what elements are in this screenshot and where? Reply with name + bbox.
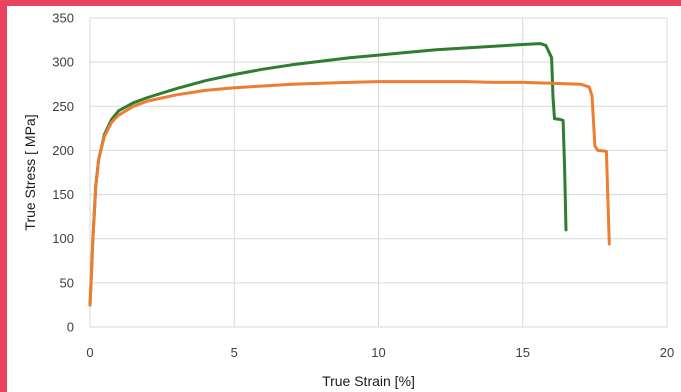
y-tick-label: 50 <box>60 275 74 290</box>
y-axis-title: True Stress [ MPa] <box>22 114 38 230</box>
x-tick-label: 20 <box>660 345 674 360</box>
chart-frame: 0 50 100 150 200 250 300 350 0 5 10 15 20 True Strai… <box>7 6 681 392</box>
stress-strain-chart: 0 50 100 150 200 250 300 350 0 5 10 15 20 True Strai… <box>22 11 674 390</box>
y-tick-label: 150 <box>52 187 74 202</box>
y-tick-label: 300 <box>52 55 74 70</box>
series-line-2 <box>88 80 611 307</box>
y-tick-label: 350 <box>52 11 74 26</box>
y-tick-label: 0 <box>67 320 74 335</box>
tick-labels: 0 50 100 150 200 250 300 350 0 5 10 15 20 <box>52 11 674 361</box>
series-lines <box>88 42 611 307</box>
y-tick-label: 250 <box>52 99 74 114</box>
x-tick-label: 15 <box>516 345 530 360</box>
grid-lines <box>89 17 668 328</box>
x-tick-label: 5 <box>231 345 238 360</box>
y-tick-label: 200 <box>52 143 74 158</box>
x-tick-label: 0 <box>86 345 93 360</box>
y-tick-label: 100 <box>52 231 74 246</box>
x-axis-title: True Strain [%] <box>322 373 415 389</box>
x-tick-label: 10 <box>371 345 385 360</box>
